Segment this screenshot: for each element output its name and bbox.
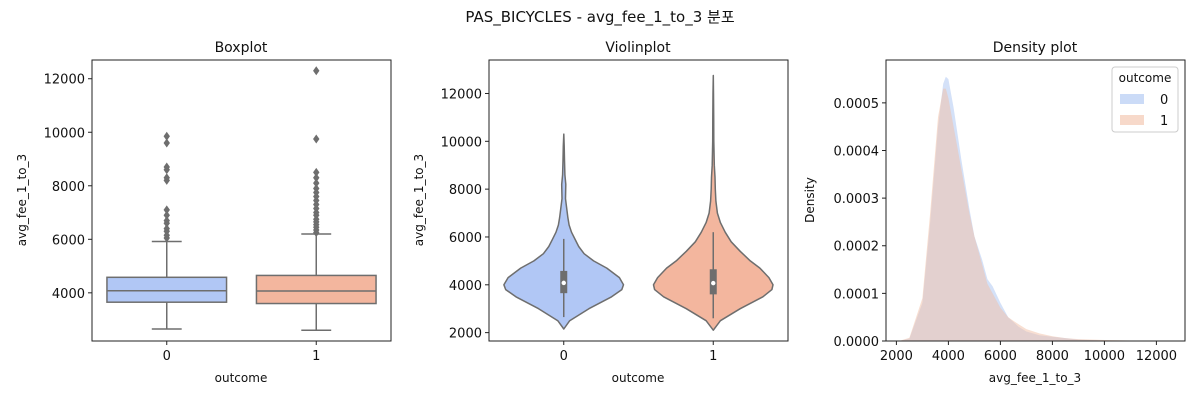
boxplot-frame	[91, 59, 392, 342]
y-tick-label: 0.0003	[834, 192, 880, 207]
density-frame	[885, 59, 1186, 342]
y-tick-label: 0.0005	[834, 97, 880, 112]
x-tick-label: 10000	[1084, 349, 1125, 364]
boxplot-title: Boxplot	[215, 40, 268, 56]
boxplot-panel: Boxplot 0 1 4000 6000 8000 10000 12000 outcome…	[15, 40, 392, 385]
outlier-point	[313, 134, 320, 144]
y-tick-label: 8000	[52, 180, 85, 195]
y-tick-label: 0.0001	[834, 287, 880, 302]
density-area-1	[899, 88, 1170, 341]
x-tick-label: 2000	[880, 349, 913, 364]
x-tick-label: 8000	[1036, 349, 1069, 364]
violin-1	[652, 74, 774, 331]
outlier-point	[163, 210, 170, 220]
density-panel: Density plot 2000 4000 6000 8000 10000 12000 0…	[803, 40, 1186, 385]
y-tick-label: 8000	[449, 183, 482, 198]
violinplot-marks	[503, 74, 774, 331]
y-tick-label: 6000	[52, 233, 85, 248]
outlier-point	[163, 216, 170, 226]
y-tick-label: 6000	[449, 231, 482, 246]
y-tick-label: 10000	[44, 126, 85, 141]
x-tick-label: 6000	[984, 349, 1017, 364]
legend-swatch-0	[1120, 94, 1144, 104]
outlier-point	[313, 178, 320, 188]
box-0	[106, 276, 228, 303]
y-tick-label: 12000	[441, 87, 482, 102]
legend-label-0: 0	[1160, 93, 1168, 108]
violinplot-xlabel: outcome	[612, 371, 665, 385]
x-tick-label: 1	[312, 349, 320, 364]
boxplot-xlabel: outcome	[215, 371, 268, 385]
outlier-point	[163, 138, 170, 148]
density-title: Density plot	[993, 40, 1078, 56]
box-1	[255, 274, 377, 305]
outlier-point	[163, 162, 170, 172]
density-ticks: 2000 4000 6000 8000 10000 12000 0.0000 0.0001 0.…	[834, 97, 1178, 364]
y-tick-label: 0.0004	[834, 144, 880, 159]
x-tick-label: 12000	[1136, 349, 1177, 364]
y-tick-label: 4000	[449, 279, 482, 294]
figure-suptitle: PAS_BICYCLES - avg_fee_1_to_3 분포	[465, 8, 734, 27]
outlier-point	[313, 167, 320, 177]
violin-median-dot	[711, 280, 716, 286]
y-tick-label: 0.0000	[834, 335, 880, 350]
density-legend: outcome 0 1	[1111, 66, 1179, 133]
y-tick-label: 0.0002	[834, 240, 880, 255]
y-tick-label: 2000	[449, 327, 482, 342]
legend-label-1: 1	[1160, 114, 1168, 129]
violin-0	[503, 133, 625, 330]
outlier-point	[163, 205, 170, 215]
density-ylabel: Density	[803, 177, 817, 223]
boxplot-marks	[106, 66, 377, 332]
violinplot-panel: Violinplot 0 120004000600080001000012000 …	[412, 40, 789, 385]
y-tick-label: 10000	[441, 135, 482, 150]
density-marks	[899, 76, 1170, 341]
y-tick-label: 4000	[52, 287, 85, 302]
outlier-point	[313, 66, 320, 76]
legend-title: outcome	[1119, 71, 1172, 85]
outlier-point	[313, 183, 320, 193]
violinplot-ylabel: avg_fee_1_to_3	[412, 154, 426, 246]
legend-swatch-1	[1120, 115, 1144, 125]
outlier-point	[163, 224, 170, 234]
violin-median-dot	[561, 280, 566, 286]
y-tick-label: 12000	[44, 73, 85, 88]
violinplot-frame	[488, 59, 789, 342]
x-tick-label: 4000	[932, 349, 965, 364]
outlier-point	[313, 173, 320, 183]
outlier-point	[163, 173, 170, 183]
x-tick-label: 0	[560, 349, 568, 364]
outlier-point	[163, 131, 170, 141]
density-xlabel: avg_fee_1_to_3	[989, 371, 1081, 385]
boxplot-ticks: 0 1 4000 6000 8000 10000 12000	[44, 73, 321, 364]
boxplot-ylabel: avg_fee_1_to_3	[15, 154, 29, 246]
violinplot-title: Violinplot	[605, 40, 671, 56]
x-tick-label: 1	[709, 349, 717, 364]
x-tick-label: 0	[163, 349, 171, 364]
